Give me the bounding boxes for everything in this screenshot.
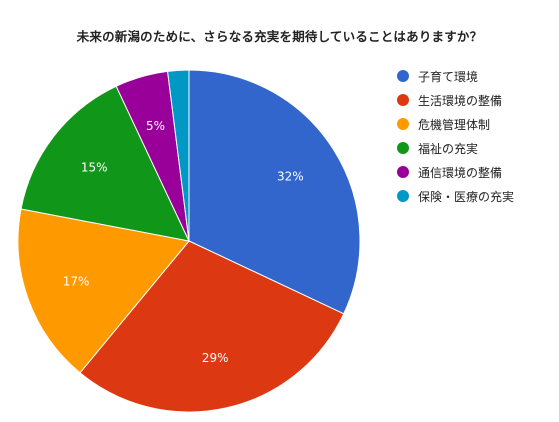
pie-slices — [17, 69, 361, 413]
legend-label-4: 福祉の充実 — [418, 141, 479, 156]
legend-label-6: 保険・医療の充実 — [418, 189, 515, 204]
legend-swatch-3 — [397, 118, 409, 130]
pie-slice-labels: 32% 29% 17% 15% 5% — [63, 119, 304, 365]
legend-label-2: 生活環境の整備 — [418, 93, 503, 108]
pie-slice-6 — [167, 69, 190, 242]
legend-item-4: 福祉の充実 — [397, 136, 557, 160]
legend: 子育て環境生活環境の整備 危機管理体制 福祉の充実通信環境の整備 保険・医療の充実 — [397, 64, 557, 208]
slice-label-3: 17% — [63, 275, 90, 289]
legend-label-1: 子育て環境 — [418, 69, 479, 84]
legend-label-3: 危機管理体制 — [418, 117, 491, 132]
slice-label-1: 32% — [277, 170, 304, 184]
legend-swatch-1 — [397, 70, 409, 82]
legend-swatch-5 — [397, 166, 409, 178]
pie-slice-3 — [17, 208, 190, 374]
legend-item-5: 通信環境の整備 — [397, 160, 557, 184]
legend-swatch-4 — [397, 142, 409, 154]
legend-item-1: 子育て環境 — [397, 64, 557, 88]
pie-slice-2 — [79, 240, 345, 413]
chart-title: 未来の新潟のために、さらなる充実を期待していることはありますか？ — [76, 29, 483, 44]
pie-slice-4 — [20, 85, 190, 242]
slice-label-2: 29% — [202, 351, 229, 365]
legend-swatch-2 — [397, 94, 409, 106]
slice-label-4: 15% — [81, 160, 108, 174]
legend-item-6: 保険・医療の充実 — [397, 184, 557, 208]
legend-swatch-6 — [397, 190, 409, 202]
legend-item-3: 危機管理体制 — [397, 112, 557, 136]
pie-slice-1 — [188, 69, 361, 315]
legend-item-2: 生活環境の整備 — [397, 88, 557, 112]
legend-label-5: 通信環境の整備 — [418, 165, 503, 180]
slice-label-5: 5% — [146, 119, 165, 133]
